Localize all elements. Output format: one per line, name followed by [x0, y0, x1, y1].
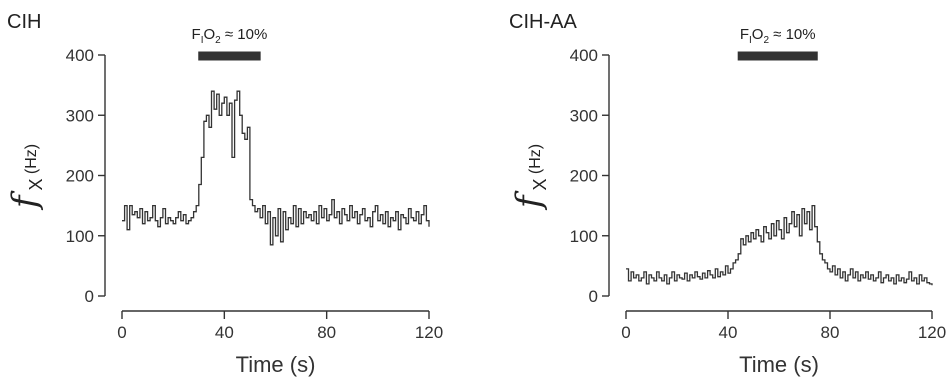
stimulus-bar	[198, 51, 261, 61]
panel-label: CIH	[7, 11, 41, 33]
y-tick-label: 400	[66, 46, 94, 65]
y-tick-label: 0	[589, 287, 598, 306]
y-tick-label: 300	[570, 106, 598, 125]
y-tick-label: 400	[570, 46, 598, 65]
y-tick-label: 300	[66, 106, 94, 125]
panel-cih: CIH 0 100 200 300 400 0 40 80 120 Time (s) f X (Hz…	[5, 11, 443, 377]
x-tick-label: 120	[918, 323, 946, 342]
y-tick-label: 100	[66, 227, 94, 246]
panel-cih-aa: CIH-AA 0 100 200 300 400 0 40 80 120 Time (s) f X …	[509, 11, 946, 377]
stimulus-label: FIO2 ≈ 10%	[740, 26, 816, 46]
x-tick-label: 0	[621, 323, 630, 342]
stimulus-label: FIO2 ≈ 10%	[192, 26, 268, 46]
x-tick-label: 120	[415, 323, 443, 342]
series-trace	[122, 90, 430, 246]
x-axis-label: Time (s)	[236, 352, 316, 377]
x-tick-label: 40	[719, 323, 738, 342]
y-axis-label: f X (Hz)	[509, 144, 550, 211]
x-tick-label: 0	[117, 323, 126, 342]
series-trace	[626, 204, 933, 286]
y-tick-label: 100	[570, 227, 598, 246]
y-axis-label: f X (Hz)	[5, 144, 46, 211]
x-tick-label: 80	[821, 323, 840, 342]
y-tick-label: 200	[66, 167, 94, 186]
stimulus-bar	[737, 51, 818, 61]
x-tick-label: 40	[215, 323, 234, 342]
panel-label: CIH-AA	[509, 11, 577, 33]
y-tick-label: 0	[85, 287, 94, 306]
y-tick-label: 200	[570, 167, 598, 186]
x-tick-label: 80	[317, 323, 336, 342]
x-axis-label: Time (s)	[739, 352, 819, 377]
